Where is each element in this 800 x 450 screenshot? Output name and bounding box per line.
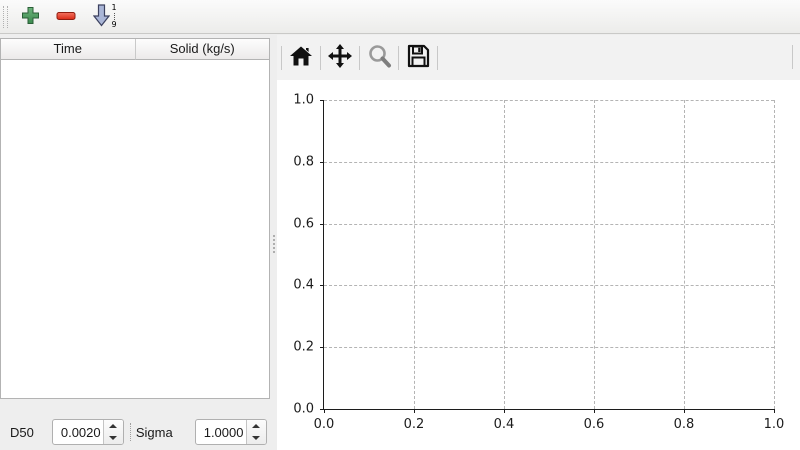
y-gridline [324,223,774,225]
down-arrow-icon [109,436,118,440]
minus-icon [56,9,76,24]
x-gridline [684,100,685,409]
sort-digit-top: 1 [111,3,117,12]
toolbar-drag-handle[interactable] [3,5,8,28]
sigma-spin-up-button[interactable] [247,420,266,432]
magnifier-icon [367,44,392,72]
sigma-spinbox [194,419,267,445]
y-tick-label: 0.2 [293,339,314,355]
d50-spin-up-button[interactable] [104,420,123,432]
y-tick-label: 0.4 [293,277,314,293]
add-row-button[interactable] [16,3,44,31]
nav-separator [437,45,438,70]
nav-separator [281,45,282,70]
x-tick-mark [594,409,595,413]
up-arrow-icon [252,424,261,428]
nav-separator [398,45,399,70]
y-gridline [324,347,774,349]
nav-separator [320,45,321,70]
sort-range-digits: 1 9 [111,4,116,29]
table-header: Time Solid (kg/s) [1,39,269,60]
x-tick-mark [414,409,415,413]
plot-panel: 0.0 0.2 0.4 0.6 0.8 1.0 0.0 0.2 0.4 0.6 0.8 1.0 [277,35,800,450]
y-gridline [324,285,774,287]
params-separator [129,423,131,441]
column-header-solid[interactable]: Solid (kg/s) [135,39,269,60]
y-gridline [324,161,774,163]
x-gridline [594,100,595,409]
down-arrow-icon [252,436,261,440]
y-tick-mark [320,161,324,163]
x-tick-label: 0.2 [403,417,425,432]
x-gridline [414,100,415,409]
table-body[interactable] [1,60,269,398]
home-icon [289,44,313,71]
column-header-time[interactable]: Time [1,39,136,60]
x-tick-label: 0.8 [673,417,695,432]
pan-move-icon [327,43,353,72]
plot-figure[interactable]: 0.0 0.2 0.4 0.6 0.8 1.0 0.0 0.2 0.4 0.6 0.8 1.0 [277,80,800,450]
y-tick-label: 0.8 [293,154,314,170]
y-tick-mark [320,285,324,287]
d50-spinbox [51,419,124,445]
up-arrow-icon [109,424,118,428]
sigma-spin-buttons [245,420,266,444]
time-solid-table: Time Solid (kg/s) [0,38,270,399]
x-tick-label: 0.0 [313,417,335,432]
remove-row-button[interactable] [52,3,80,31]
sigma-spin-down-button[interactable] [247,432,266,444]
y-tick-mark [320,100,324,101]
nav-separator [359,45,360,70]
d50-label: D50 [10,424,34,440]
plus-icon [21,6,40,28]
d50-input[interactable] [52,420,103,444]
x-tick-label: 0.4 [493,417,515,432]
x-tick-label: 1.0 [763,417,785,432]
splitter-dots-icon [273,235,275,253]
plot-nav-toolbar [277,35,800,80]
sigma-input[interactable] [195,420,246,444]
distribution-params-bar: D50 Sigma [0,414,270,450]
main-toolbar: 1 9 [0,0,800,34]
save-floppy-icon [406,44,430,71]
sort-arrow-icon [93,3,111,30]
d50-spin-buttons [102,420,123,444]
x-tick-mark [684,409,685,413]
x-gridline [774,100,775,409]
y-tick-mark [320,223,324,225]
panel-splitter-handle[interactable] [271,38,277,450]
x-tick-mark [504,409,505,413]
y-tick-label: 0.6 [293,216,314,232]
y-tick-mark [320,409,324,410]
d50-spin-down-button[interactable] [104,432,123,444]
x-tick-label: 0.6 [583,417,605,432]
x-tick-mark [774,409,775,413]
sigma-label: Sigma [135,424,173,440]
x-gridline [504,100,505,409]
zoom-button[interactable] [360,41,398,75]
x-tick-mark [324,409,325,413]
y-tick-mark [320,347,324,349]
sort-dots-divider [113,13,115,20]
y-gridline [324,100,774,101]
sort-digit-bottom: 9 [111,20,117,29]
y-tick-label: 1.0 [293,92,314,108]
pan-button[interactable] [321,41,359,75]
sort-rows-button[interactable]: 1 9 [88,3,122,31]
plot-axes: 0.0 0.2 0.4 0.6 0.8 1.0 0.0 0.2 0.4 0.6 0.8 1.0 [293,93,784,433]
nav-separator [792,45,793,69]
save-button[interactable] [399,41,437,75]
home-button[interactable] [282,41,320,75]
y-tick-label: 0.0 [293,401,314,417]
